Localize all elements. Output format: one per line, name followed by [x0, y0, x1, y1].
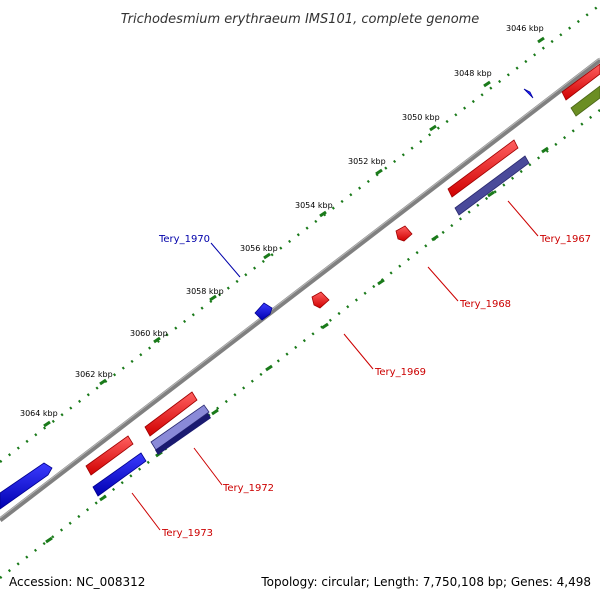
outer-major-ticks — [43, 36, 545, 428]
cds-reverse-small-right[interactable] — [523, 88, 534, 99]
inner-tick-ring — [0, 109, 600, 579]
tick-label-3056: 3056 kbp — [240, 244, 278, 253]
rna-feature-right[interactable] — [570, 85, 600, 117]
gene-label-tery-1972[interactable]: Tery_1972 — [222, 483, 274, 494]
leader-tery-1967 — [507, 200, 539, 237]
cds-reverse-1970[interactable] — [254, 302, 273, 321]
tick-label-3046: 3046 kbp — [506, 24, 544, 33]
tick-label-3058: 3058 kbp — [186, 287, 224, 296]
cds-forward-1972[interactable] — [144, 391, 198, 437]
leader-tery-1968 — [427, 266, 459, 302]
tick-label-3054: 3054 kbp — [295, 201, 333, 210]
gene-label-tery-1967[interactable]: Tery_1967 — [539, 234, 591, 245]
map-title: Trichodesmium erythraeum IMS101, complet… — [121, 12, 480, 27]
leader-tery-1973 — [131, 492, 161, 531]
tick-label-3052: 3052 kbp — [348, 157, 386, 166]
genome-backbone — [0, 58, 600, 522]
leader-tery-1970 — [210, 242, 241, 278]
tick-label-3060: 3060 kbp — [130, 329, 168, 338]
cds-forward-1968[interactable] — [395, 225, 413, 242]
cds-forward-1969[interactable] — [311, 291, 330, 309]
genome-summary-text: Topology: circular; Length: 7,750,108 bp… — [260, 575, 591, 589]
gene-label-tery-1970[interactable]: Tery_1970 — [158, 234, 210, 245]
gene-track-1972[interactable] — [150, 404, 211, 455]
outer-tick-ring — [0, 4, 600, 463]
cds-reverse-left-edge[interactable] — [0, 462, 53, 510]
cds-forward-1967[interactable] — [447, 139, 519, 198]
gene-label-tery-1973[interactable]: Tery_1973 — [161, 528, 213, 539]
tick-label-3064: 3064 kbp — [20, 409, 58, 418]
gene-label-tery-1969[interactable]: Tery_1969 — [374, 367, 426, 378]
gene-track-1967[interactable] — [454, 155, 530, 216]
leader-tery-1972 — [193, 447, 223, 486]
cds-forward-1973[interactable] — [85, 435, 134, 476]
cds-forward-far-right[interactable] — [561, 63, 600, 101]
cds-reverse-1973[interactable] — [92, 452, 147, 497]
accession-text: Accession: NC_008312 — [9, 575, 145, 589]
gene-label-tery-1968[interactable]: Tery_1968 — [459, 299, 511, 310]
genome-backbone-highlight — [0, 57, 600, 519]
tick-label-3062: 3062 kbp — [75, 370, 113, 379]
tick-label-3048: 3048 kbp — [454, 69, 492, 78]
leader-tery-1969 — [343, 333, 374, 370]
tick-label-3050: 3050 kbp — [402, 113, 440, 122]
